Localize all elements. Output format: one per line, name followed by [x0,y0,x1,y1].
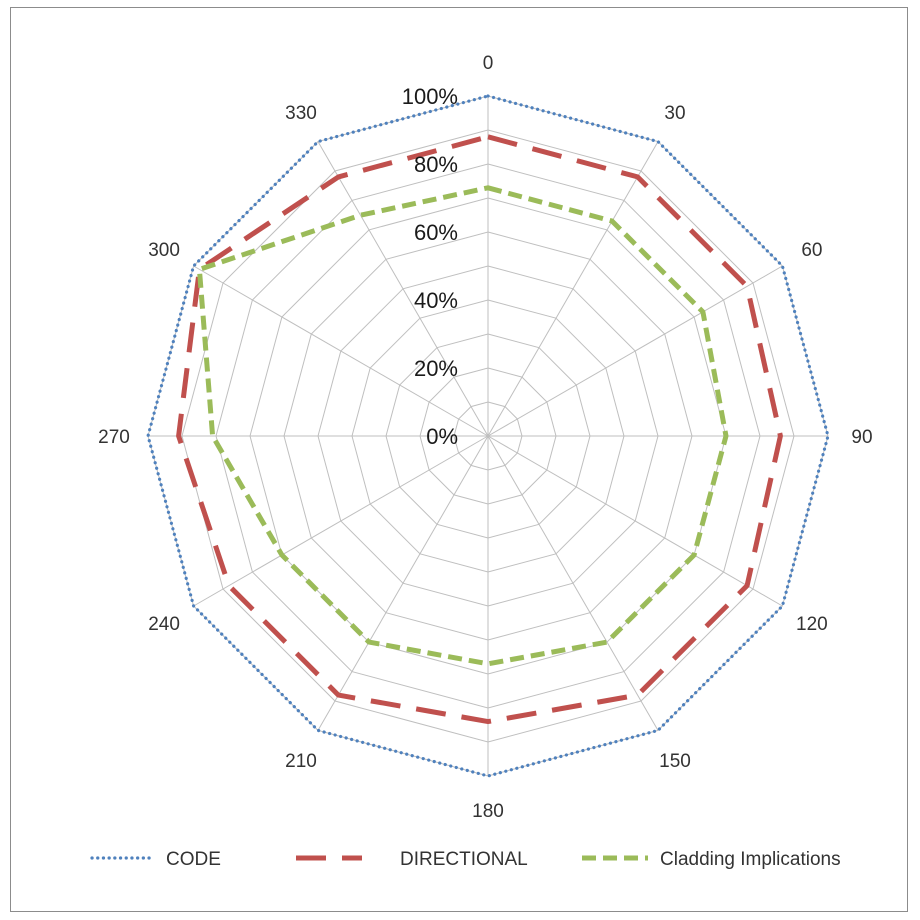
category-label: 150 [659,751,691,772]
chart-frame [10,7,908,912]
grid-spoke [487,435,783,607]
series-line-code [146,94,830,778]
series-layer [146,94,830,778]
category-label: 330 [285,103,317,124]
series-line-directional [176,134,783,725]
grid-spoke [487,141,659,437]
radial-tick-label: 40% [414,288,458,313]
legend: CODE DIRECTIONAL Cladding Implications [90,849,841,870]
category-label: 120 [796,614,828,635]
series-line-cladding-implications [196,185,729,667]
legend-label: Cladding Implications [660,849,841,870]
grid-spoke [193,435,489,607]
grid-spoke [193,265,489,437]
category-label: 90 [851,427,872,448]
grid-spoke [317,141,489,437]
legend-label: DIRECTIONAL [400,849,528,870]
radial-tick-label: 20% [414,356,458,381]
category-label: 300 [148,240,180,261]
category-label: 270 [98,427,130,448]
category-label: 30 [664,103,685,124]
radial-tick-labels: 0% 20% 40% 60% 80% 100% [402,84,458,449]
category-label: 240 [148,614,180,635]
radial-tick-label: 100% [402,84,458,109]
category-label: 180 [472,801,504,822]
category-label: 60 [801,240,822,261]
legend-label: CODE [166,849,221,870]
radial-tick-label: 0% [426,424,458,449]
grid-spoke [487,265,783,437]
radial-tick-label: 80% [414,152,458,177]
grid-spoke [487,435,659,731]
category-label: 0 [483,53,494,74]
category-label: 210 [285,751,317,772]
grid-spoke [317,435,489,731]
category-labels: 0 30 60 90 120 150 180 210 240 270 300 330 [98,53,872,822]
radial-tick-label: 60% [414,220,458,245]
